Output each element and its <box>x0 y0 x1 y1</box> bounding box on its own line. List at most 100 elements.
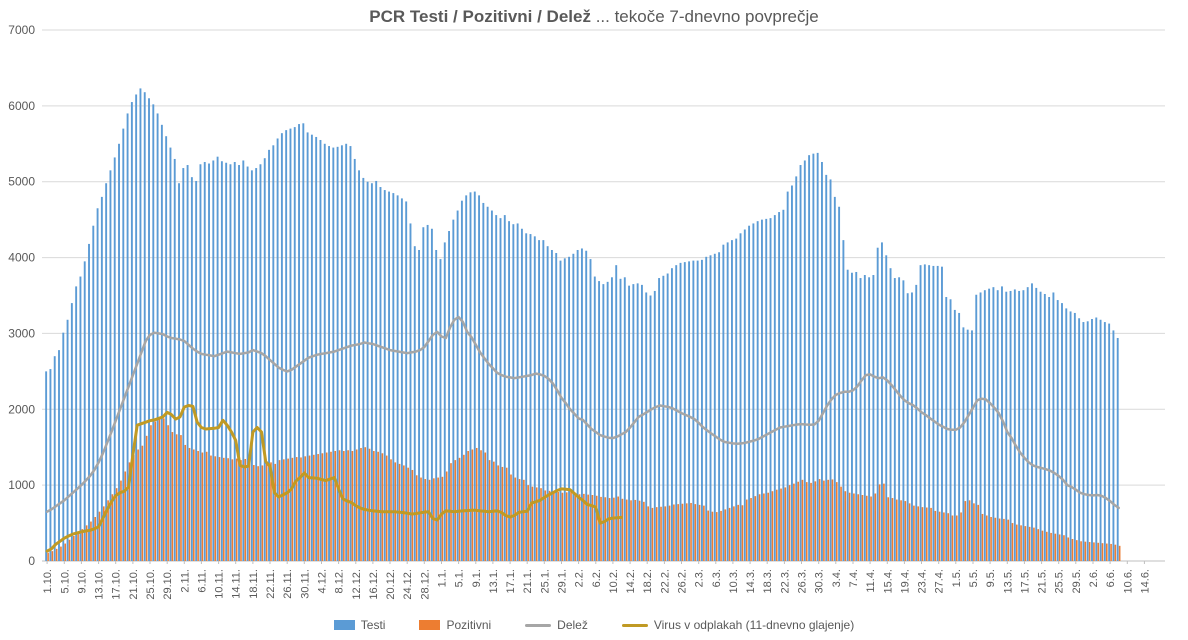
bar-pozitivni <box>668 505 671 561</box>
bar-pozitivni <box>681 503 684 561</box>
bar-testi <box>482 202 485 561</box>
bar-testi <box>280 133 283 562</box>
bar-pozitivni <box>823 480 825 561</box>
bar-pozitivni <box>1118 545 1121 561</box>
bar-testi <box>452 219 455 561</box>
bar-testi <box>306 132 309 561</box>
bar-testi <box>255 168 258 561</box>
bar-pozitivni <box>441 476 444 561</box>
bar-pozitivni <box>458 457 461 561</box>
bar-testi <box>332 147 335 561</box>
bar-pozitivni <box>891 498 894 561</box>
bar-testi <box>486 206 489 561</box>
bar-pozitivni <box>625 499 628 561</box>
x-tick-label: 13.5. <box>1002 569 1014 593</box>
bar-testi <box>186 165 189 561</box>
bar-pozitivni <box>827 479 829 561</box>
x-tick-label: 14.3. <box>745 569 757 593</box>
x-tick-label: 11.4. <box>865 569 877 593</box>
bar-pozitivni <box>1114 544 1117 561</box>
x-tick-label: 17.5. <box>1019 569 1031 593</box>
bar-pozitivni <box>557 491 559 561</box>
bar-pozitivni <box>377 451 379 561</box>
bar-testi <box>803 160 806 561</box>
bar-testi <box>928 265 931 561</box>
bar-pozitivni <box>480 450 482 561</box>
bar-pozitivni <box>145 435 148 561</box>
bar-testi <box>413 246 416 561</box>
bar-testi <box>169 147 172 561</box>
bar-testi <box>778 212 781 561</box>
bar-testi <box>666 273 669 561</box>
bar-pozitivni <box>411 469 414 561</box>
bar-pozitivni <box>655 507 658 561</box>
x-tick-label: 18.11. <box>248 569 260 599</box>
bar-pozitivni <box>754 496 757 561</box>
bar-pozitivni <box>111 494 114 561</box>
bar-testi <box>958 312 961 561</box>
bar-pozitivni <box>343 451 345 561</box>
y-tick-label: 1000 <box>8 478 35 492</box>
bar-testi <box>902 280 905 561</box>
bar-pozitivni <box>313 454 315 561</box>
bar-pozitivni <box>938 511 941 561</box>
bar-pozitivni <box>900 500 902 561</box>
y-tick-label: 4000 <box>8 251 35 265</box>
bar-testi <box>653 290 656 561</box>
bar-testi <box>495 215 498 561</box>
bar-pozitivni <box>351 451 354 561</box>
bar-testi <box>649 295 652 561</box>
bar-testi <box>889 268 892 561</box>
bar-pozitivni <box>107 500 109 561</box>
bar-pozitivni <box>270 462 272 561</box>
series-delez-line <box>45 315 1120 513</box>
bar-pozitivni <box>771 491 774 561</box>
bar-pozitivni <box>784 487 787 561</box>
bar-pozitivni <box>840 486 842 561</box>
bar-testi <box>49 369 52 561</box>
bar-pozitivni <box>985 515 988 561</box>
bar-testi <box>383 190 386 561</box>
legend-label-pozitivni: Pozitivni <box>446 618 492 632</box>
bar-testi <box>70 303 73 561</box>
bar-pozitivni <box>60 546 62 561</box>
bar-pozitivni <box>913 505 915 561</box>
bar-pozitivni <box>467 451 469 561</box>
x-tick-label: 22.11. <box>265 569 277 599</box>
bar-testi <box>971 330 973 561</box>
bar-pozitivni <box>677 504 679 561</box>
bar-pozitivni <box>128 462 131 561</box>
bar-pozitivni <box>780 488 782 561</box>
x-tick-label: 9.5. <box>985 569 997 587</box>
bar-testi <box>868 277 871 561</box>
bar-pozitivni <box>651 507 654 561</box>
bar-testi <box>79 276 82 561</box>
bar-testi <box>752 223 755 561</box>
bar-testi <box>1112 330 1115 561</box>
bar-testi <box>748 225 751 561</box>
x-tick-label: 10.3. <box>728 569 740 593</box>
bar-pozitivni <box>857 494 859 561</box>
bar-testi <box>499 218 502 561</box>
bar-testi <box>658 278 661 561</box>
bar-testi <box>375 180 378 561</box>
legend-swatch-virus <box>621 623 648 627</box>
bar-pozitivni <box>951 515 954 561</box>
bar-testi <box>1069 311 1072 561</box>
bar-testi <box>122 128 125 562</box>
bar-pozitivni <box>1093 542 1095 561</box>
x-tick-label: 21.1. <box>522 569 534 593</box>
x-tick-label: 17.1. <box>505 569 517 593</box>
bar-testi <box>143 92 146 561</box>
bar-testi <box>109 170 112 561</box>
bar-pozitivni <box>51 551 54 561</box>
bar-testi <box>418 249 420 562</box>
bar-testi <box>233 161 236 562</box>
bar-testi <box>139 88 142 561</box>
bar-pozitivni <box>81 529 84 561</box>
bar-testi <box>478 195 481 561</box>
bar-pozitivni <box>973 503 975 561</box>
bar-testi <box>353 158 356 561</box>
bar-pozitivni <box>565 492 568 561</box>
bar-testi <box>525 233 528 562</box>
